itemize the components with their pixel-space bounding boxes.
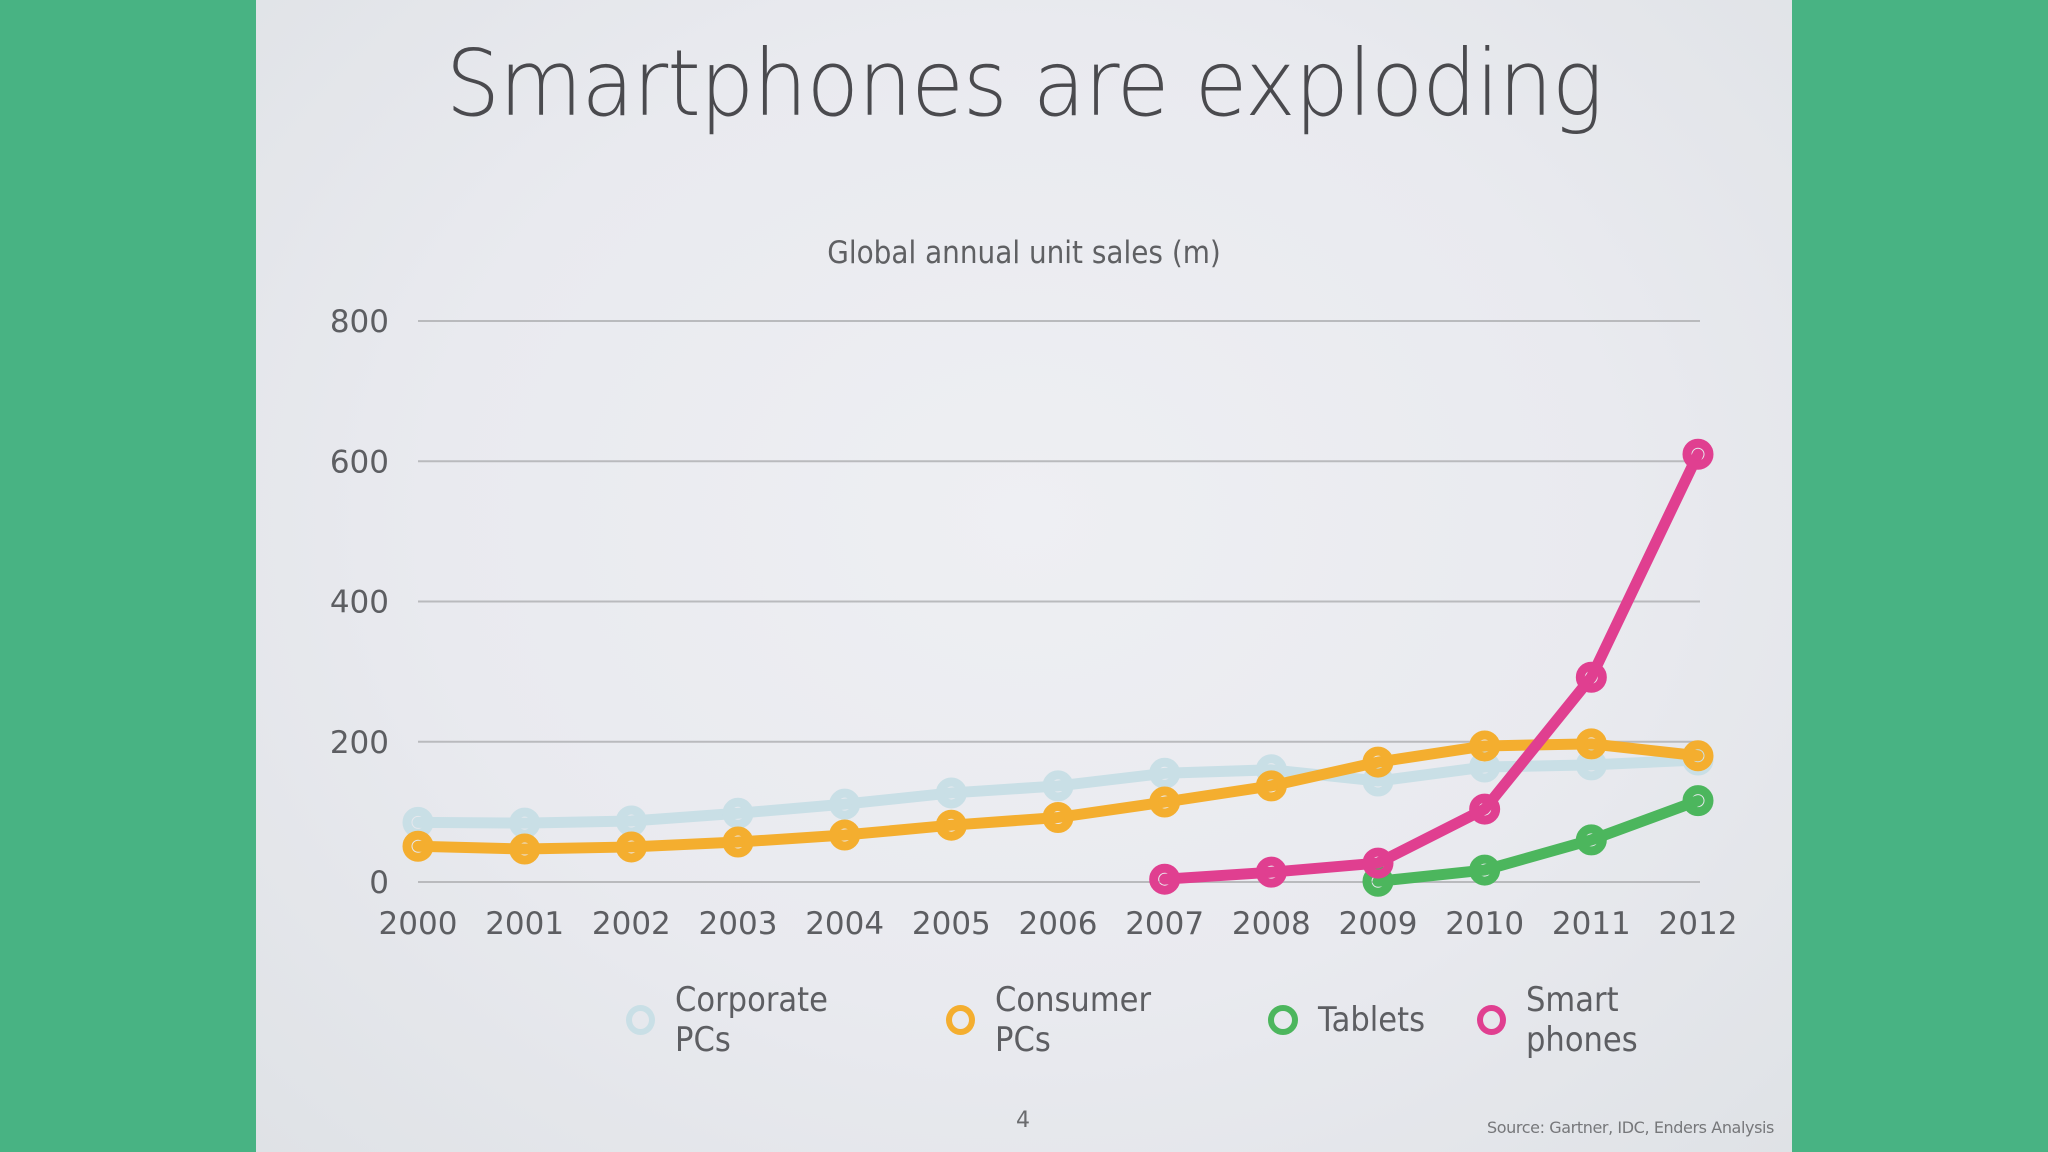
- legend-marker-icon: [945, 1005, 975, 1035]
- data-point: [1042, 770, 1074, 802]
- data-point: [1042, 801, 1074, 833]
- x-tick-label: 2004: [805, 906, 884, 942]
- data-point: [1469, 854, 1501, 886]
- data-point: [1149, 757, 1181, 789]
- x-tick-label: 2007: [1125, 906, 1204, 942]
- legend-item: Consumer PCs: [945, 980, 1229, 1060]
- x-tick-label: 2009: [1339, 906, 1418, 942]
- legend-marker-icon: [1477, 1005, 1507, 1035]
- x-tick-label: 2001: [485, 906, 564, 942]
- data-point: [1149, 786, 1181, 818]
- legend-label: Tablets: [1318, 1000, 1426, 1040]
- data-point: [1362, 847, 1394, 879]
- series-line: [412, 738, 1704, 855]
- data-point: [1682, 740, 1714, 772]
- data-point: [1575, 661, 1607, 693]
- source-note: Source: Gartner, IDC, Enders Analysis: [1487, 1118, 1774, 1137]
- legend: Corporate PCs Consumer PCs Tablets Smart ph…: [626, 980, 1792, 1060]
- data-point: [1682, 438, 1714, 470]
- legend-label: Corporate PCs: [675, 980, 829, 1060]
- legend-item: Smart phones: [1477, 980, 1752, 1060]
- data-point: [722, 826, 754, 858]
- data-point: [1149, 863, 1181, 895]
- series-line: [1159, 448, 1704, 885]
- slide-title: Smartphones are exploding: [445, 30, 1603, 137]
- legend-item: Tablets: [1268, 1000, 1437, 1040]
- legend-marker-icon: [626, 1005, 656, 1035]
- data-point: [1575, 728, 1607, 760]
- x-tick-label: 2003: [699, 906, 778, 942]
- data-point: [1255, 770, 1287, 802]
- y-tick-label: 800: [330, 304, 389, 340]
- slide: Smartphones are exploding Global annual …: [256, 0, 1792, 1152]
- data-point: [509, 833, 541, 865]
- data-point: [1575, 824, 1607, 856]
- series-tablets: [1362, 785, 1714, 897]
- series-smart-phones: [1149, 438, 1714, 895]
- y-tick-label: 200: [330, 725, 389, 761]
- x-tick-label: 2012: [1659, 906, 1738, 942]
- data-point: [1469, 793, 1501, 825]
- chart-title: Global annual unit sales (m): [827, 235, 1221, 271]
- data-point: [1682, 785, 1714, 817]
- data-point: [722, 797, 754, 829]
- x-tick-label: 2010: [1445, 906, 1524, 942]
- data-point: [829, 819, 861, 851]
- data-point: [615, 831, 647, 863]
- data-point: [935, 777, 967, 809]
- x-tick-label: 2002: [592, 906, 671, 942]
- x-axis-ticks: 2000 2001 2002 2003 2004 2005 2006 2007 2008 2009…: [379, 906, 1738, 942]
- data-point: [402, 830, 434, 862]
- series-consumer-pcs: [402, 728, 1714, 865]
- series-corporate-pcs: [402, 744, 1714, 839]
- page-number: 4: [1016, 1108, 1030, 1133]
- x-tick-label: 2000: [379, 906, 458, 942]
- y-tick-label: 400: [330, 585, 389, 621]
- legend-label: Smart phones: [1526, 980, 1639, 1060]
- data-point: [1362, 746, 1394, 778]
- x-tick-label: 2008: [1232, 906, 1311, 942]
- data-point: [935, 809, 967, 841]
- data-point: [829, 788, 861, 820]
- series-line: [1372, 795, 1704, 887]
- y-tick-label: 600: [330, 444, 389, 480]
- y-axis-ticks: 0 200 400 600 800: [330, 304, 389, 901]
- data-point: [1469, 730, 1501, 762]
- legend-label: Consumer PCs: [994, 980, 1151, 1060]
- series-line: [412, 754, 1704, 829]
- x-tick-label: 2005: [912, 906, 991, 942]
- x-tick-label: 2006: [1019, 906, 1098, 942]
- legend-item: Corporate PCs: [626, 980, 906, 1060]
- series-group: [402, 438, 1714, 897]
- data-point: [1255, 856, 1287, 888]
- y-tick-label: 0: [369, 865, 389, 901]
- legend-marker-icon: [1268, 1005, 1299, 1035]
- x-tick-label: 2011: [1552, 906, 1631, 942]
